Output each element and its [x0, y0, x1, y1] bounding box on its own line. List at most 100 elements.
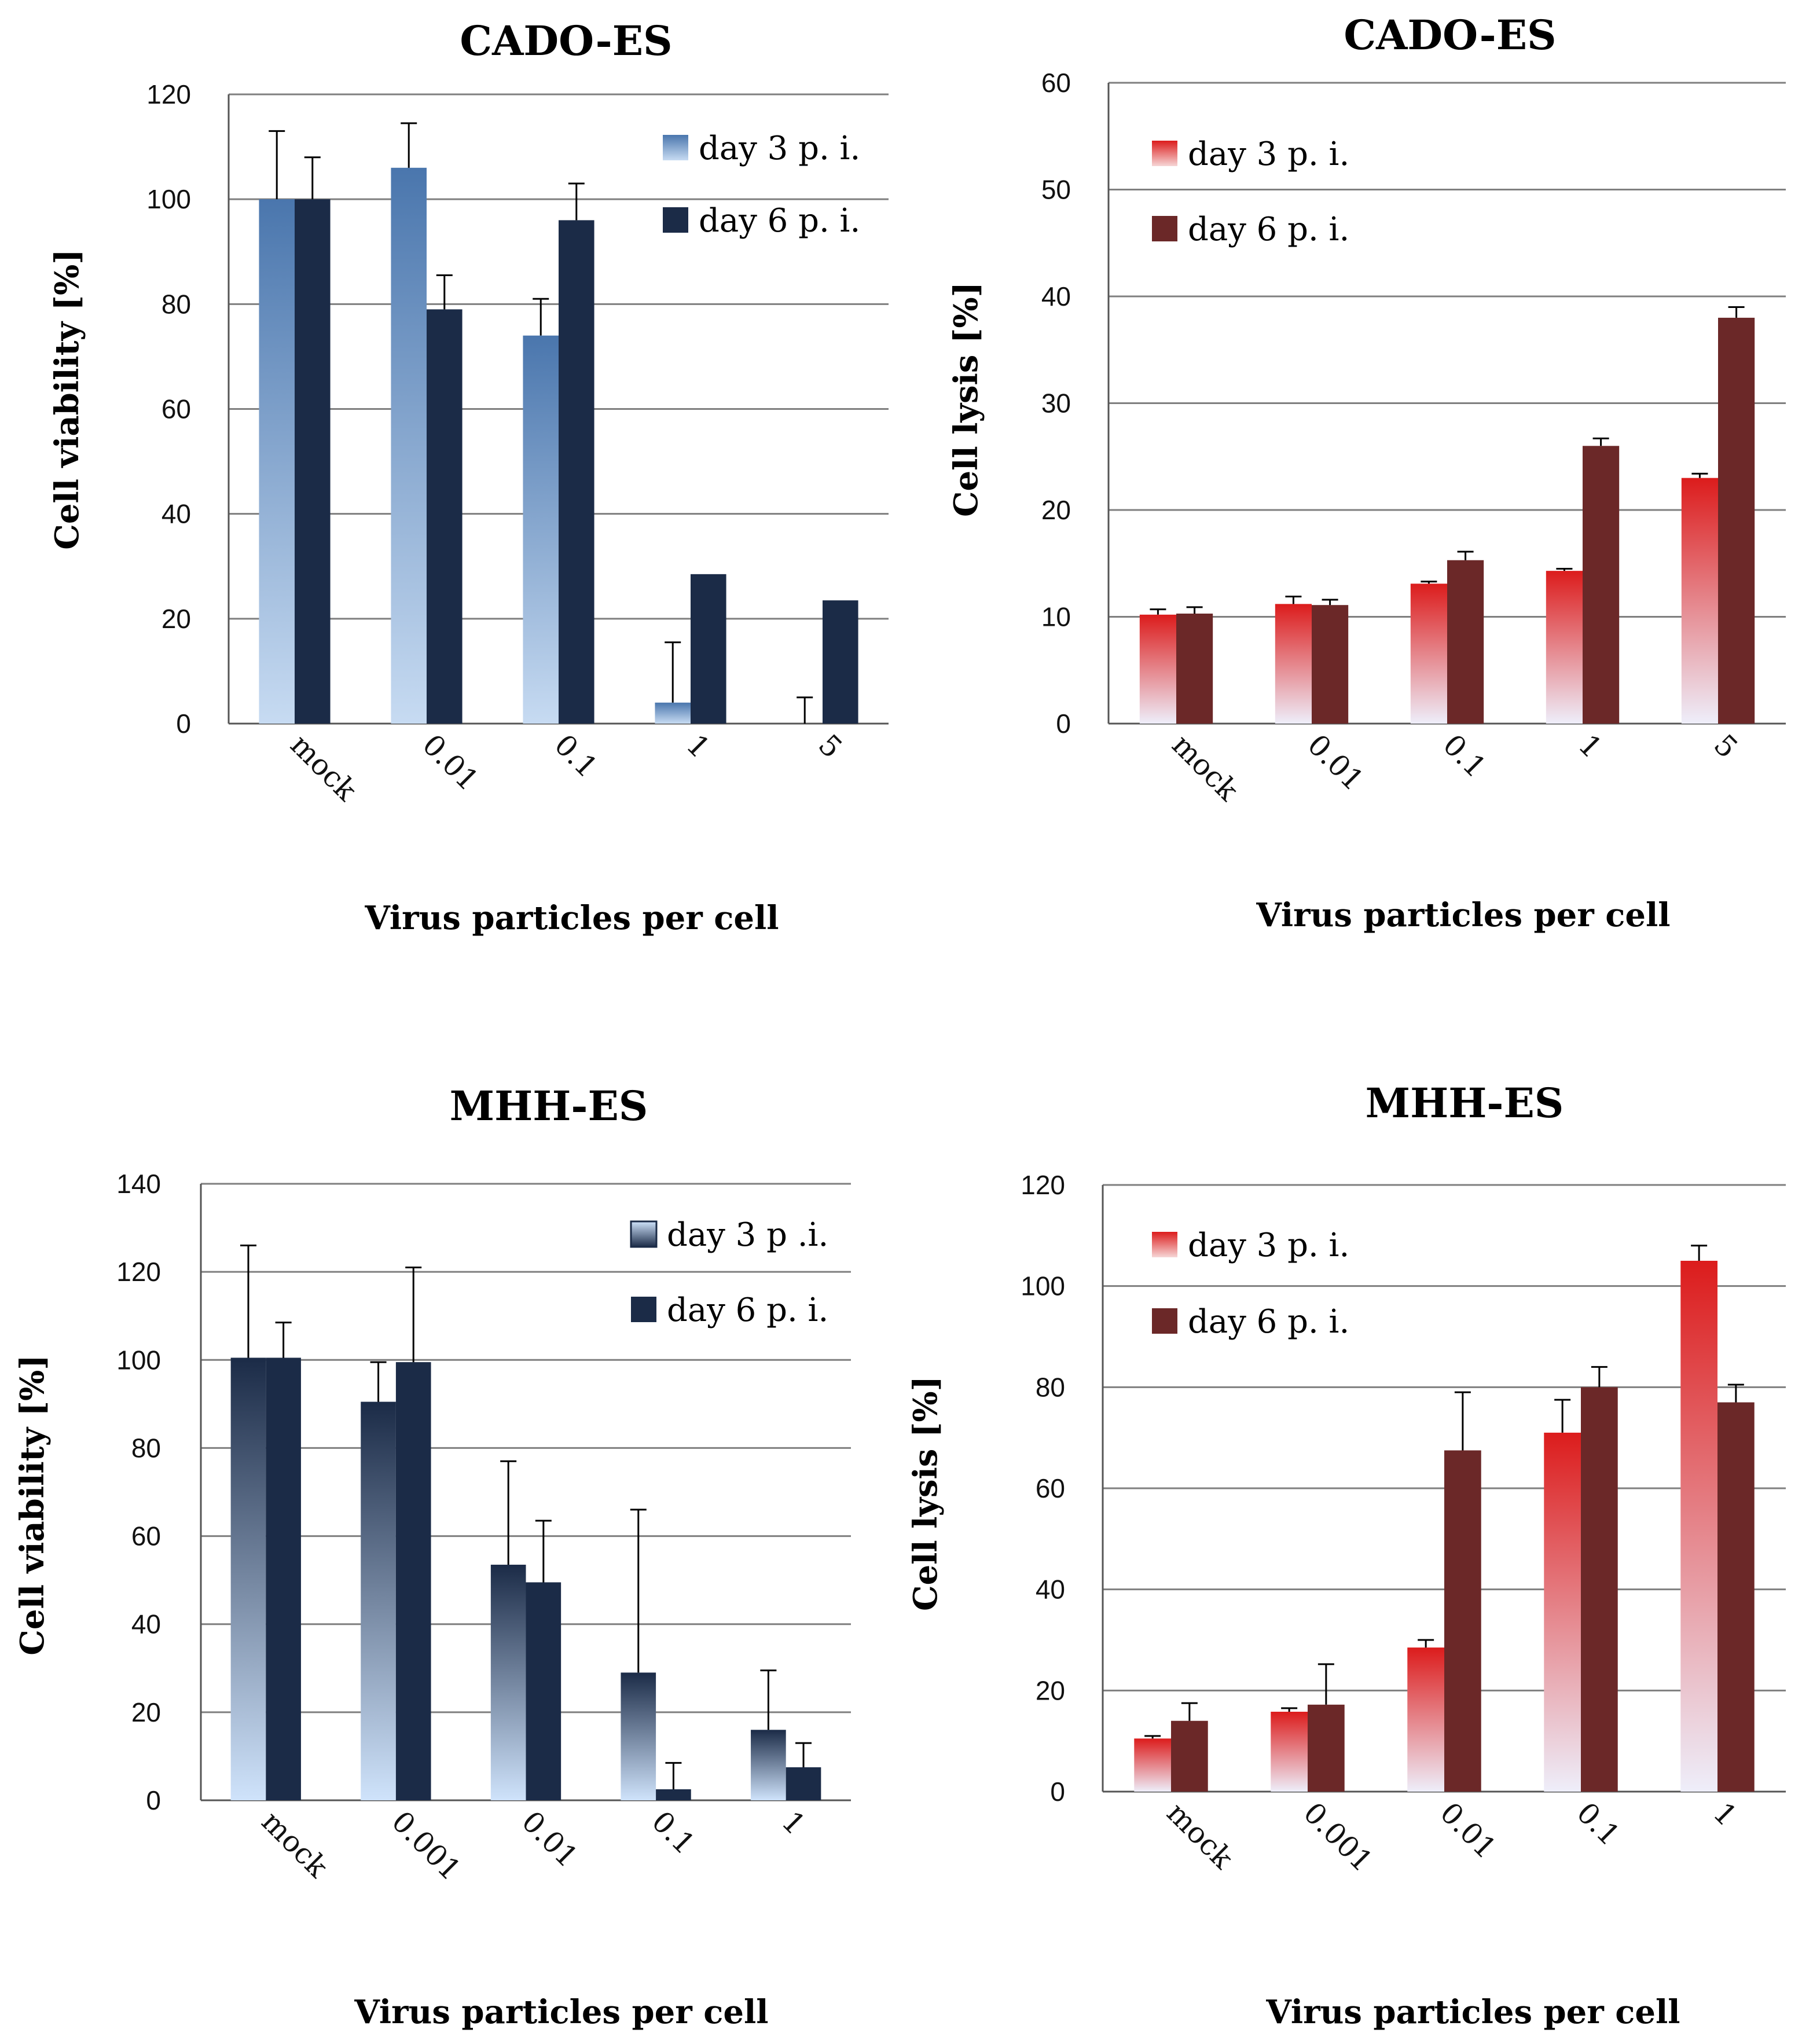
error-bar — [1691, 1245, 1708, 1261]
error-bar — [795, 1742, 812, 1767]
error-bar — [405, 1267, 422, 1363]
bar-day6 — [526, 1582, 561, 1800]
y-tick-label: 40 — [1041, 281, 1071, 311]
bar-day3 — [621, 1672, 656, 1800]
legend-swatch — [1152, 216, 1177, 241]
y-tick-label: 50 — [1041, 175, 1071, 205]
category-label: 0.001 — [1297, 1796, 1379, 1878]
plot-1: 0 10 20 30 40 50 60 mock 0.01 0.1 1 5 day 3 p. i. day… — [1041, 68, 1786, 808]
error-bar — [1457, 551, 1474, 560]
bar-day3 — [1271, 1712, 1308, 1792]
bar-day3 — [1410, 584, 1447, 724]
panel-a-x-label: Virus particles per cell — [364, 899, 779, 937]
y-tick-label: 120 — [1021, 1170, 1065, 1200]
error-bar — [401, 122, 417, 168]
legend-swatch — [1152, 141, 1177, 166]
legend-label: day 3 p. i. — [699, 130, 860, 167]
category-label: 0.01 — [515, 1804, 585, 1874]
bar-day6 — [1444, 1450, 1481, 1792]
category-label: 0.01 — [416, 728, 486, 797]
category-label: 0.1 — [1437, 728, 1493, 784]
error-bar — [568, 182, 585, 221]
error-bar — [1591, 1366, 1608, 1388]
error-bar — [275, 1322, 292, 1358]
bar-day6 — [395, 1362, 431, 1800]
panel-c-x-label: Virus particles per cell — [354, 1993, 768, 2031]
bar-day3 — [1134, 1738, 1171, 1792]
y-tick-label: 60 — [162, 394, 191, 424]
bar-day6 — [1171, 1720, 1208, 1792]
bar-day3 — [523, 335, 559, 724]
plot-0: 0 20 40 60 80 100 120 mock 0.01 0.1 1 5 day 3 p. i. d… — [146, 79, 889, 808]
panel-b: CADO-ES Cell lysis [%] Virus particles p… — [947, 11, 1671, 934]
legend-swatch — [1152, 1308, 1177, 1334]
bar-day3 — [391, 167, 427, 724]
bar-day3 — [1407, 1647, 1444, 1792]
legend-label: day 6 p. i. — [1188, 1303, 1349, 1341]
bar-day6 — [656, 1789, 691, 1800]
error-bar — [1285, 595, 1302, 604]
legend-swatch — [1152, 1232, 1177, 1257]
error-bar — [1281, 1707, 1298, 1712]
error-bar — [535, 1520, 552, 1583]
category-label: mock — [284, 728, 364, 808]
bar-day6 — [823, 600, 858, 724]
error-bar — [533, 298, 549, 336]
y-tick-label: 40 — [162, 499, 191, 529]
error-bar — [630, 1509, 647, 1673]
plot-3: 0 20 40 60 80 100 120 mock 0.001 0.01 0.1 1 day 3 p.… — [1021, 1170, 1786, 1878]
bar-day3 — [361, 1401, 396, 1800]
y-tick-label: 0 — [1056, 709, 1071, 739]
y-tick-label: 60 — [131, 1521, 161, 1551]
error-bar — [436, 274, 453, 310]
error-bar — [1150, 608, 1166, 615]
bar-day3 — [1275, 604, 1312, 724]
category-label: 1 — [680, 728, 717, 765]
bar-day6 — [786, 1767, 821, 1800]
bar-day3 — [1681, 478, 1718, 724]
bar-day3 — [1139, 614, 1176, 724]
bar-day6 — [295, 199, 331, 724]
error-bar — [797, 696, 813, 724]
panel-c-y-label: Cell viability [%] — [13, 1355, 52, 1655]
bar-day3 — [751, 1730, 786, 1800]
y-tick-label: 60 — [1036, 1473, 1065, 1503]
category-label: 5 — [812, 728, 849, 765]
error-bar — [1418, 1639, 1434, 1648]
y-tick-label: 80 — [162, 289, 191, 319]
error-bar — [760, 1669, 777, 1730]
error-bar — [1322, 599, 1338, 606]
category-label: mock — [1161, 1796, 1241, 1876]
category-label: 5 — [1708, 728, 1745, 765]
y-tick-label: 40 — [131, 1609, 161, 1639]
bar-day6 — [1583, 446, 1620, 724]
error-bar — [304, 156, 321, 200]
y-tick-label: 100 — [146, 184, 191, 214]
bar-day3 — [1680, 1261, 1717, 1792]
y-tick-label: 120 — [116, 1257, 161, 1287]
y-tick-label: 80 — [1036, 1372, 1065, 1402]
y-tick-label: 100 — [1021, 1271, 1065, 1301]
category-label: 0.01 — [1301, 728, 1371, 797]
y-tick-label: 100 — [116, 1345, 161, 1375]
bar-day6 — [1581, 1387, 1618, 1792]
panel-b-title: CADO-ES — [1344, 11, 1556, 59]
category-label: mock — [255, 1804, 335, 1884]
y-tick-label: 0 — [176, 709, 191, 739]
bar-day6 — [1717, 1402, 1755, 1792]
bar-day3 — [259, 199, 295, 724]
plot-2: 0 20 40 60 80 100 120 140 mock 0.001 0.01 0.1 1 day 3… — [116, 1169, 851, 1887]
bar-day6 — [1176, 613, 1213, 724]
error-bar — [269, 130, 285, 200]
error-bar — [1592, 437, 1609, 446]
bar-day6 — [1308, 1704, 1345, 1792]
bar-day3 — [655, 702, 691, 724]
error-bar — [1554, 1399, 1571, 1433]
legend-label: day 3 p. i. — [1188, 1227, 1349, 1264]
category-label: 0.1 — [548, 728, 604, 784]
category-label: 1 — [1707, 1796, 1744, 1833]
legend-label: day 6 p. i. — [667, 1291, 828, 1329]
panel-c-title: MHH-ES — [450, 1082, 648, 1130]
